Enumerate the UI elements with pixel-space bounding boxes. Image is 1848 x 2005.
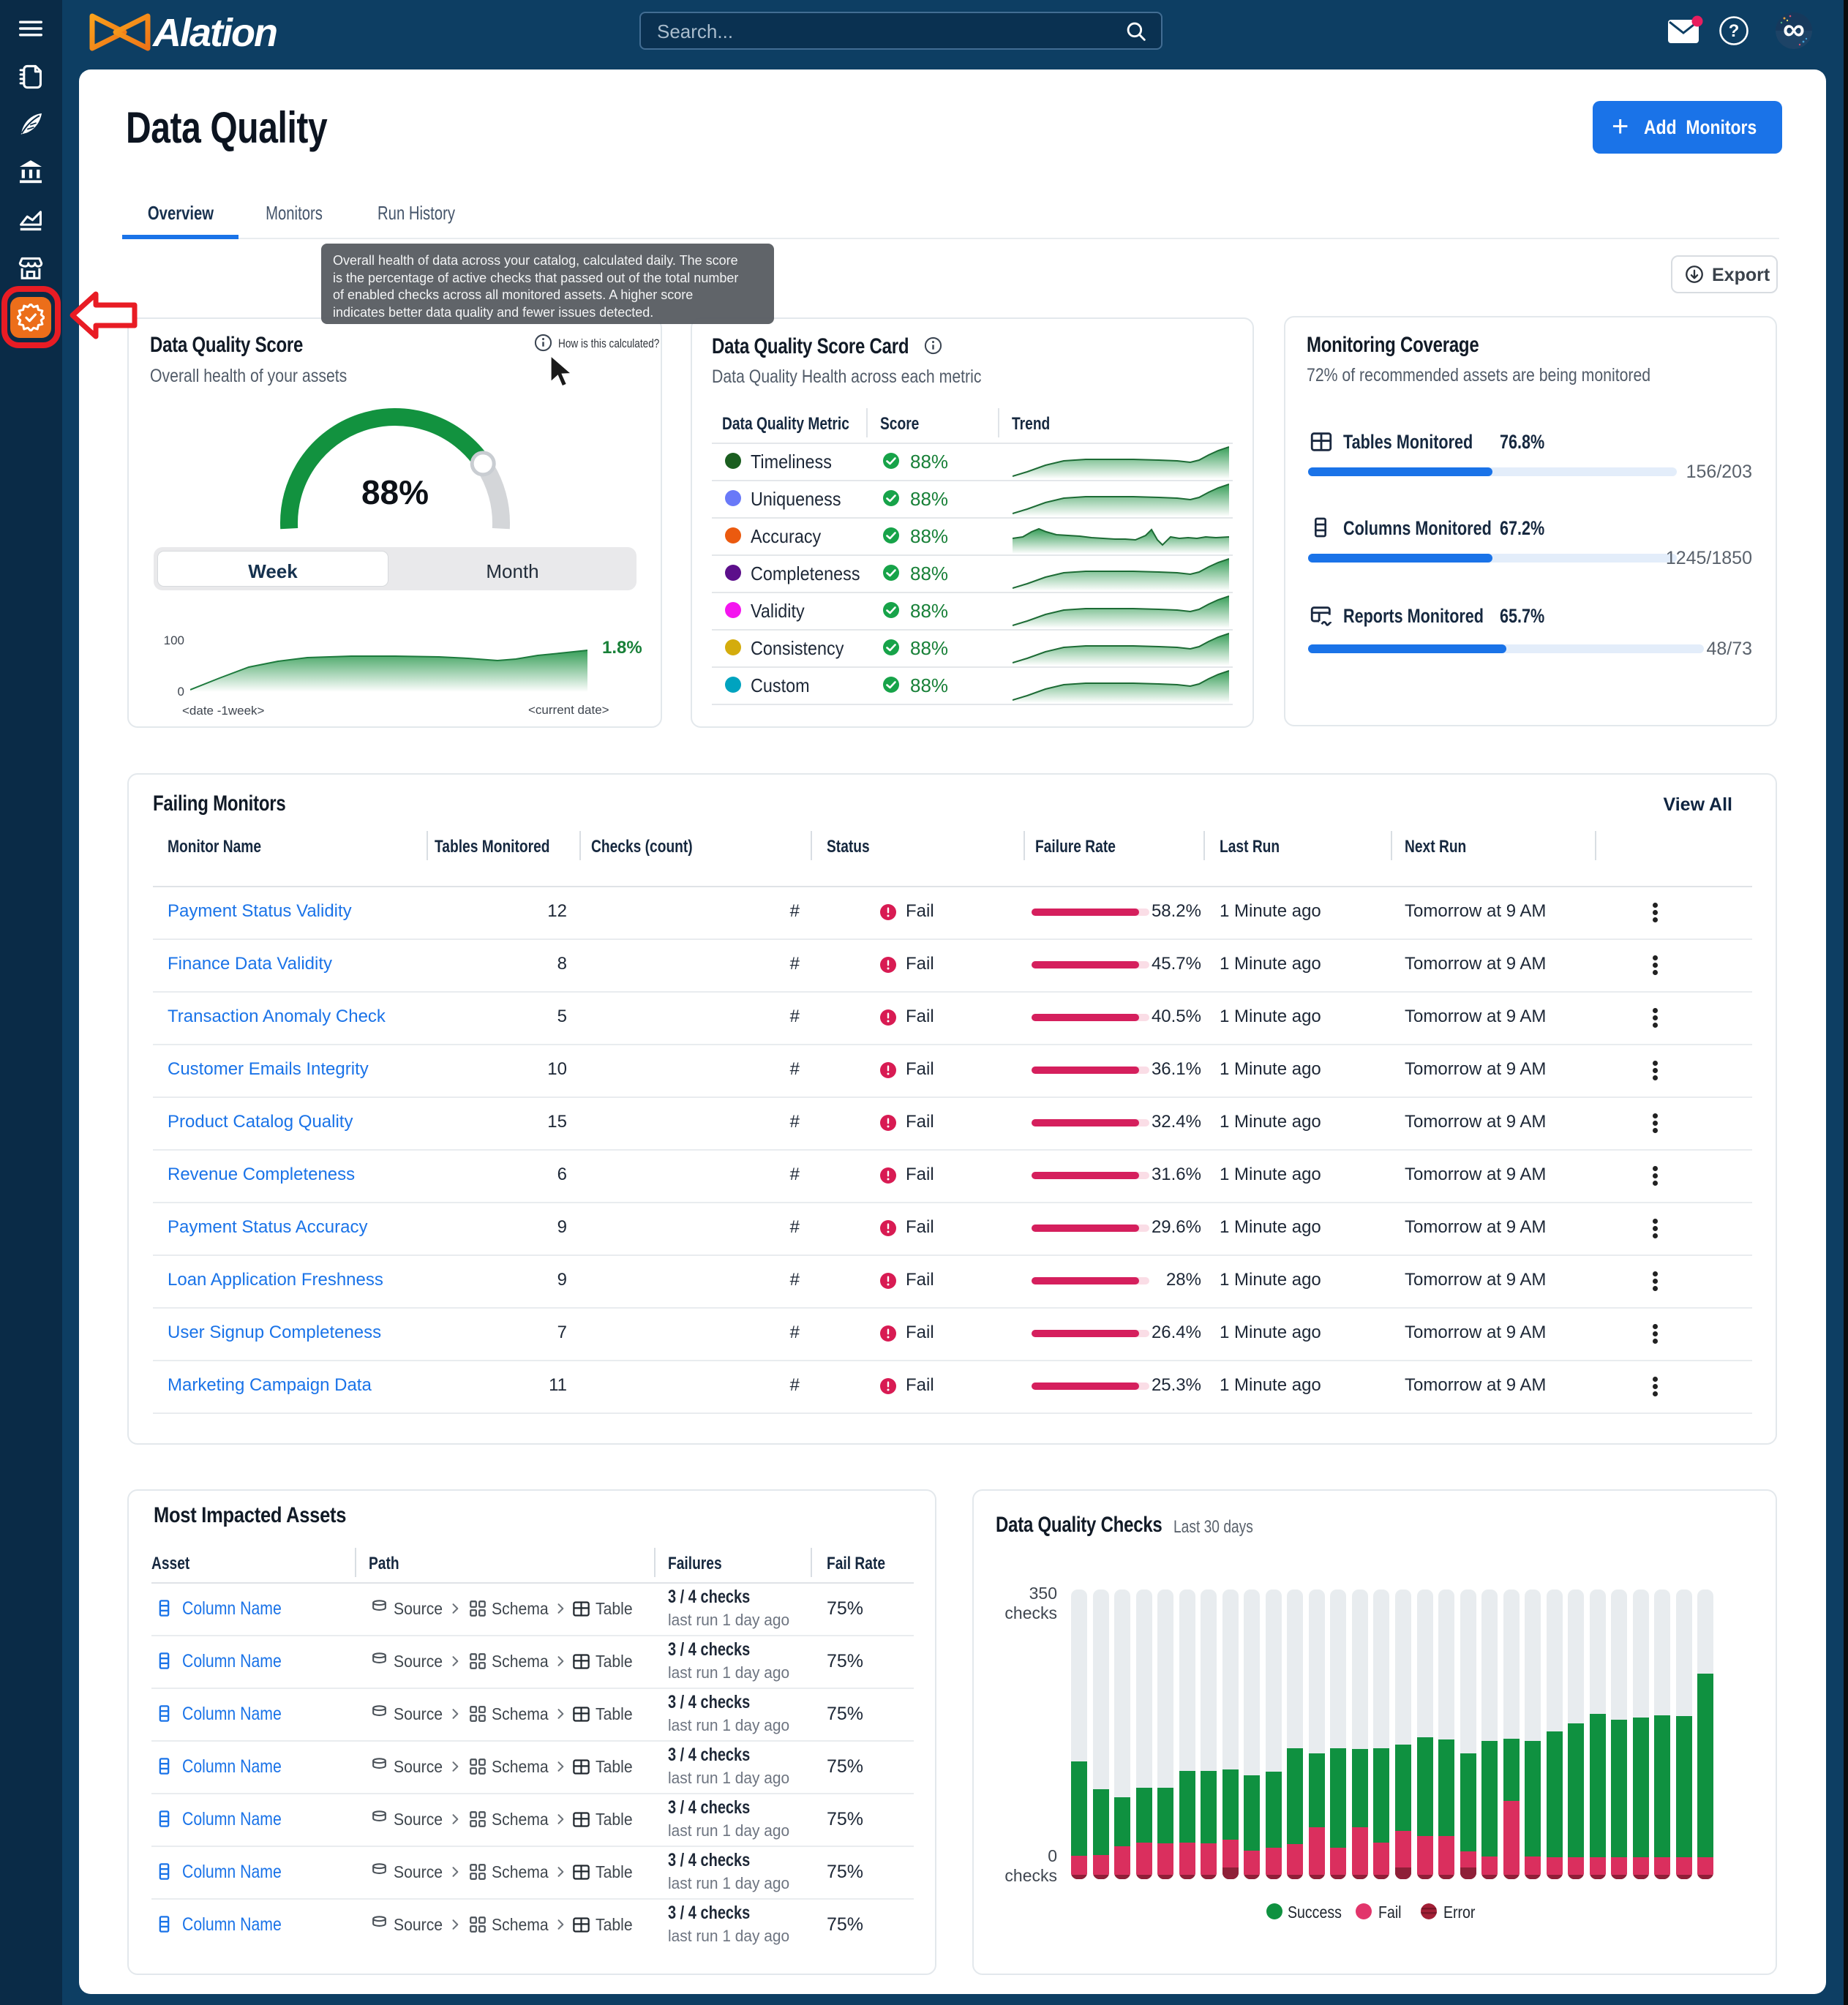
svg-text:∞: ∞ — [1783, 12, 1805, 46]
svg-text:?: ? — [1729, 21, 1740, 41]
